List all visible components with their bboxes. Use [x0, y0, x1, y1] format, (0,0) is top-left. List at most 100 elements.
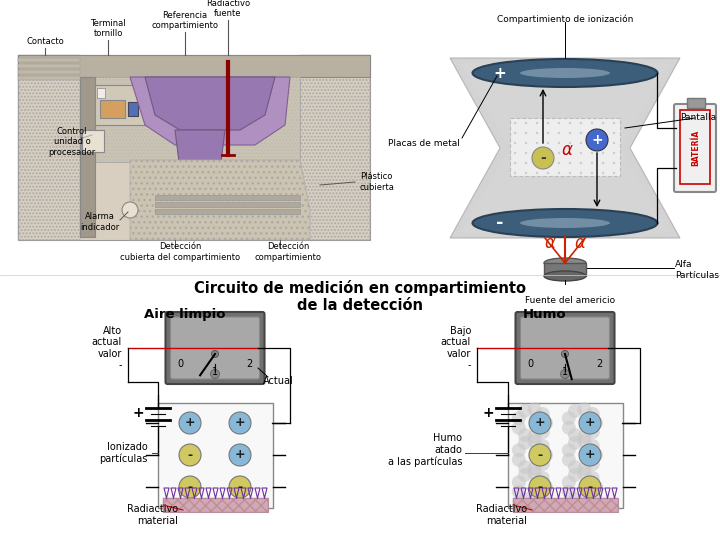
- Circle shape: [577, 462, 591, 476]
- FancyBboxPatch shape: [516, 312, 614, 384]
- Bar: [18, 64, 80, 68]
- Circle shape: [568, 404, 582, 418]
- FancyBboxPatch shape: [510, 118, 620, 176]
- Bar: [155, 195, 300, 200]
- Text: 1: 1: [562, 367, 568, 377]
- Circle shape: [525, 152, 527, 154]
- Text: Alfa
Partículas: Alfa Partículas: [675, 260, 719, 280]
- Text: Detección
compartimiento: Detección compartimiento: [254, 242, 322, 262]
- Circle shape: [518, 460, 532, 474]
- Polygon shape: [544, 263, 586, 276]
- Circle shape: [586, 489, 600, 503]
- Circle shape: [613, 132, 615, 134]
- Circle shape: [568, 460, 582, 474]
- Circle shape: [536, 162, 539, 164]
- Text: Humo
atado
a las partículas: Humo atado a las partículas: [387, 433, 462, 467]
- Circle shape: [591, 122, 593, 124]
- Circle shape: [514, 142, 516, 144]
- Circle shape: [562, 411, 576, 425]
- Bar: [80, 77, 300, 162]
- Text: Terminal
tornillo: Terminal tornillo: [90, 18, 126, 38]
- Text: Radiactivo
fuente: Radiactivo fuente: [206, 0, 250, 18]
- Bar: [18, 70, 80, 74]
- Circle shape: [529, 476, 551, 498]
- Text: Humo: Humo: [523, 308, 567, 321]
- Text: 0: 0: [177, 359, 184, 369]
- Text: 2: 2: [596, 359, 603, 369]
- Circle shape: [179, 476, 201, 498]
- Bar: [80, 77, 300, 162]
- Circle shape: [613, 152, 615, 154]
- Text: -: -: [537, 449, 543, 462]
- Circle shape: [525, 142, 527, 144]
- Circle shape: [591, 152, 593, 154]
- Circle shape: [586, 471, 600, 485]
- Circle shape: [229, 476, 251, 498]
- Circle shape: [546, 162, 549, 164]
- Circle shape: [591, 172, 593, 174]
- Circle shape: [558, 132, 560, 134]
- Circle shape: [512, 453, 526, 467]
- Polygon shape: [460, 63, 670, 233]
- Ellipse shape: [520, 218, 610, 228]
- Circle shape: [536, 489, 550, 503]
- Ellipse shape: [544, 271, 586, 281]
- Circle shape: [229, 412, 251, 434]
- Circle shape: [546, 132, 549, 134]
- Circle shape: [546, 152, 549, 154]
- Circle shape: [579, 412, 601, 434]
- Circle shape: [568, 492, 582, 506]
- Circle shape: [512, 443, 526, 457]
- Circle shape: [536, 152, 539, 154]
- Circle shape: [562, 421, 576, 435]
- Bar: [128, 102, 138, 116]
- Polygon shape: [450, 58, 680, 238]
- Circle shape: [518, 428, 532, 442]
- Text: -: -: [496, 214, 504, 232]
- Text: Bajo
actual
valor
-: Bajo actual valor -: [441, 326, 471, 370]
- Circle shape: [229, 444, 251, 466]
- Circle shape: [562, 350, 569, 357]
- Circle shape: [558, 162, 560, 164]
- Circle shape: [536, 407, 550, 421]
- Circle shape: [536, 425, 550, 439]
- Bar: [97, 88, 105, 98]
- Circle shape: [562, 485, 576, 499]
- Text: +: +: [585, 416, 595, 429]
- Text: BATERÍA: BATERÍA: [691, 130, 701, 166]
- Circle shape: [591, 142, 593, 144]
- Text: Circuito de medición en compartimiento
de la detección: Circuito de medición en compartimiento d…: [194, 280, 526, 313]
- Circle shape: [580, 142, 582, 144]
- Bar: [687, 98, 705, 108]
- Bar: [18, 76, 80, 80]
- Circle shape: [580, 162, 582, 164]
- Ellipse shape: [472, 59, 657, 87]
- Circle shape: [562, 453, 576, 467]
- Text: -: -: [588, 481, 593, 494]
- Circle shape: [546, 142, 549, 144]
- Circle shape: [518, 492, 532, 506]
- Circle shape: [536, 439, 550, 453]
- Text: Control
unidad o
procesador: Control unidad o procesador: [48, 127, 96, 157]
- Text: 0: 0: [528, 359, 534, 369]
- Circle shape: [122, 202, 138, 218]
- Circle shape: [577, 430, 591, 444]
- Bar: [100, 100, 125, 118]
- Circle shape: [569, 132, 571, 134]
- Circle shape: [580, 122, 582, 124]
- Circle shape: [569, 142, 571, 144]
- Circle shape: [514, 172, 516, 174]
- Text: +: +: [235, 449, 246, 462]
- Bar: [18, 55, 370, 77]
- FancyBboxPatch shape: [521, 317, 610, 379]
- Bar: [95, 85, 145, 125]
- Circle shape: [558, 142, 560, 144]
- Circle shape: [528, 434, 541, 448]
- Circle shape: [589, 416, 603, 430]
- Circle shape: [514, 132, 516, 134]
- Circle shape: [580, 132, 582, 134]
- Circle shape: [589, 480, 603, 494]
- Circle shape: [512, 475, 526, 489]
- Circle shape: [536, 471, 550, 485]
- Circle shape: [528, 494, 541, 508]
